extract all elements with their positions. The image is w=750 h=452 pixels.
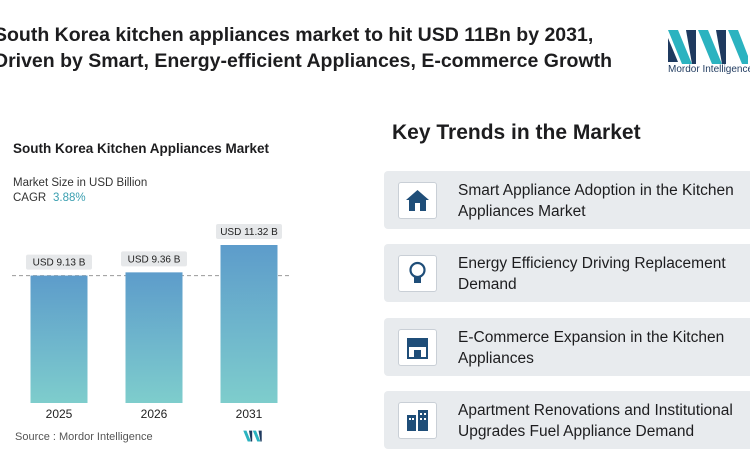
- chart-title: South Korea Kitchen Appliances Market: [13, 141, 270, 156]
- trend-text: Energy Efficiency Driving Replacement De…: [458, 255, 726, 293]
- trend-icon: [398, 255, 437, 292]
- cagr-value: 3.88%: [53, 192, 86, 204]
- chart-subtitle: Market Size in USD Billion: [13, 177, 147, 189]
- trend-card: Apartment Renovations and Institutional …: [384, 391, 750, 449]
- trend-card: E-Commerce Expansion in the Kitchen Appl…: [384, 318, 750, 376]
- value-label-box: [216, 224, 282, 239]
- x-tick-label: 2026: [141, 407, 168, 421]
- source: Source : Mordor Intelligence: [15, 431, 153, 443]
- bar: [125, 272, 183, 403]
- source-logo: [243, 430, 262, 442]
- bar: [30, 275, 88, 403]
- trend-icon: [398, 329, 437, 366]
- x-tick-label: 2025: [46, 407, 73, 421]
- x-tick-label: 2031: [236, 407, 263, 421]
- value-label-box: [26, 254, 92, 270]
- logo-text: Mordor Intelligence: [668, 64, 750, 75]
- trend-card: Smart Appliance Adoption in the Kitchen …: [384, 171, 750, 229]
- headline: South Korea kitchen appliances market to…: [0, 22, 612, 74]
- trend-text: E-Commerce Expansion in the Kitchen Appl…: [458, 329, 725, 367]
- value-label-box: [121, 251, 187, 267]
- trend-icon: [398, 402, 437, 439]
- trend-text: Smart Appliance Adoption in the Kitchen …: [458, 182, 734, 220]
- value-label: USD 11.32 B: [220, 227, 278, 238]
- cagr-label: CAGR: [13, 192, 46, 204]
- trend-icon: [398, 182, 437, 219]
- value-label: USD 9.36 B: [128, 254, 181, 265]
- headline-line: Driven by Smart, Energy-efficient Applia…: [0, 50, 613, 72]
- trend-text: Apartment Renovations and Institutional …: [458, 402, 733, 440]
- trend-card: Energy Efficiency Driving Replacement De…: [384, 244, 750, 302]
- logo-mark: [668, 30, 748, 64]
- chart: South Korea Kitchen Appliances Market Ma…: [12, 141, 290, 421]
- headline-line: South Korea kitchen appliances market to…: [0, 24, 594, 46]
- value-label: USD 9.13 B: [33, 258, 86, 269]
- trends-title: Key Trends in the Market: [392, 121, 641, 144]
- bar: [220, 245, 278, 403]
